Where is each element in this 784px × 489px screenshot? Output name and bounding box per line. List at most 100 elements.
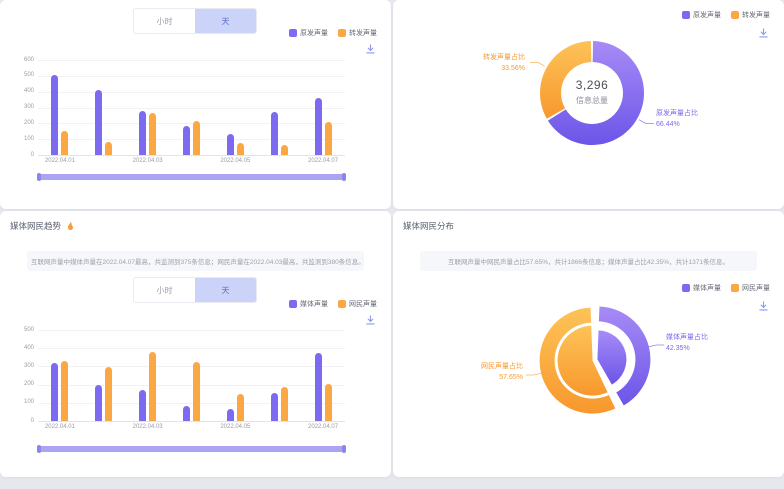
bar-转发声量[interactable] bbox=[193, 120, 200, 155]
bar-转发声量[interactable] bbox=[61, 131, 69, 155]
pie-inner-slice-媒体声量[interactable] bbox=[597, 330, 627, 385]
pie-chart-media-netizen[interactable] bbox=[393, 211, 784, 477]
legend-label: 原发声量 bbox=[693, 12, 721, 19]
bar-group-2022.04.02[interactable] bbox=[82, 330, 126, 421]
toggle-hour-button[interactable]: 小时 bbox=[134, 9, 195, 33]
gridline bbox=[38, 139, 345, 141]
legend-item-media[interactable]: 媒体声量 bbox=[289, 299, 328, 309]
bar-group-2022.04.07[interactable] bbox=[301, 60, 345, 155]
download-icon[interactable] bbox=[365, 42, 376, 54]
bar-group-2022.04.04[interactable] bbox=[170, 60, 214, 155]
y-axis-tick-label: 0 bbox=[30, 417, 34, 424]
bar-媒体声量[interactable] bbox=[270, 392, 278, 421]
legend-dot-orange-icon bbox=[731, 11, 739, 19]
legend-item-original[interactable]: 原发声量 bbox=[682, 10, 721, 20]
bar-group-2022.04.05[interactable] bbox=[213, 330, 257, 421]
datazoom-slider[interactable] bbox=[37, 173, 346, 181]
bar-group-2022.04.01[interactable] bbox=[38, 60, 82, 155]
bar-媒体声量[interactable] bbox=[51, 362, 59, 421]
legend-label: 网民声量 bbox=[742, 285, 770, 292]
bar-group-2022.04.04[interactable] bbox=[170, 330, 214, 421]
bar-原发声量[interactable] bbox=[314, 98, 322, 155]
pie-slice-网民声量[interactable] bbox=[539, 307, 616, 414]
download-icon[interactable] bbox=[758, 26, 769, 38]
legend-label: 网民声量 bbox=[349, 301, 377, 308]
download-icon[interactable] bbox=[758, 299, 769, 311]
legend-item-repost[interactable]: 转发声量 bbox=[338, 28, 377, 38]
y-axis-tick-label: 100 bbox=[23, 135, 34, 142]
pie-slice-转发声量[interactable] bbox=[540, 41, 592, 119]
bar-chart-media-netizen-trend[interactable]: 0 100 200 300 400 500 2022.04.01 2022.04.03 2022… bbox=[24, 327, 345, 430]
y-axis-tick-label: 100 bbox=[23, 399, 34, 406]
pie-slice-媒体声量[interactable] bbox=[598, 306, 651, 406]
bar-group-2022.04.07[interactable] bbox=[301, 330, 345, 421]
bar-网民声量[interactable] bbox=[193, 361, 200, 421]
pie-slice-原发声量[interactable] bbox=[547, 41, 644, 145]
bar-转发声量[interactable] bbox=[280, 144, 288, 155]
bar-group-2022.04.05[interactable] bbox=[213, 60, 257, 155]
legend-label: 转发声量 bbox=[349, 30, 377, 37]
gridline bbox=[38, 348, 345, 350]
bar-媒体声量[interactable] bbox=[139, 390, 147, 421]
pie-leader-line bbox=[530, 61, 546, 67]
bar-媒体声量[interactable] bbox=[226, 409, 234, 421]
download-icon[interactable] bbox=[365, 313, 376, 325]
bar-原发声量[interactable] bbox=[183, 125, 190, 155]
bar-group-2022.04.02[interactable] bbox=[82, 60, 126, 155]
bar-网民声量[interactable] bbox=[236, 393, 244, 421]
bar-网民声量[interactable] bbox=[105, 367, 113, 421]
datazoom-slider[interactable] bbox=[37, 445, 346, 453]
panel-title-text: 媒体网民趋势 bbox=[10, 221, 62, 231]
bar-网民声量[interactable] bbox=[149, 351, 157, 421]
bar-group-2022.04.06[interactable] bbox=[257, 60, 301, 155]
bar-媒体声量[interactable] bbox=[183, 406, 190, 421]
bar-原发声量[interactable] bbox=[51, 75, 59, 155]
x-axis-tick-label: 2022.04.05 bbox=[220, 158, 251, 164]
bar-转发声量[interactable] bbox=[149, 113, 157, 155]
pie-label-netizen-share: 网民声量占比 57.65% bbox=[481, 362, 523, 383]
legend-item-repost[interactable]: 转发声量 bbox=[731, 10, 770, 20]
bar-转发声量[interactable] bbox=[105, 141, 113, 155]
gridline bbox=[38, 330, 345, 331]
bar-group-2022.04.06[interactable] bbox=[257, 330, 301, 421]
bar-转发声量[interactable] bbox=[324, 121, 332, 155]
bar-group-2022.04.01[interactable] bbox=[38, 330, 82, 421]
bar-网民声量[interactable] bbox=[324, 383, 332, 421]
gridline bbox=[38, 402, 345, 404]
toggle-day-button[interactable]: 天 bbox=[195, 278, 256, 302]
summary-text: 互联网声量中网民声量占比57.65%，共计1866条信息；媒体声量占比42.35… bbox=[420, 251, 757, 271]
y-axis-tick-label: 0 bbox=[30, 151, 34, 158]
pie-inner-slice-网民声量[interactable] bbox=[557, 325, 608, 396]
summary-text: 互联网声量中媒体声量在2022.04.07最高，共监测到375条信息；网民声量在… bbox=[27, 251, 364, 271]
panel-title: 媒体网民分布 bbox=[403, 220, 454, 232]
legend-item-netizen[interactable]: 网民声量 bbox=[338, 299, 377, 309]
pie-label-name: 网民声量占比 bbox=[481, 363, 523, 370]
bar-原发声量[interactable] bbox=[95, 90, 103, 155]
bar-group-2022.04.03[interactable] bbox=[126, 330, 170, 421]
y-axis-tick-label: 200 bbox=[23, 119, 34, 126]
gridline bbox=[38, 91, 345, 93]
panel-media-netizen-trend: 媒体网民趋势 互联网声量中媒体声量在2022.04.07最高，共监测到375条信… bbox=[0, 211, 391, 477]
pie-label-percent: 57.65% bbox=[499, 373, 523, 381]
bar-媒体声量[interactable] bbox=[314, 352, 322, 421]
bar-转发声量[interactable] bbox=[236, 143, 244, 155]
pie-leader-line bbox=[648, 344, 665, 348]
legend-item-original[interactable]: 原发声量 bbox=[289, 28, 328, 38]
toggle-hour-button[interactable]: 小时 bbox=[134, 278, 195, 302]
bar-网民声量[interactable] bbox=[280, 387, 288, 421]
gridline bbox=[38, 366, 345, 368]
bar-原发声量[interactable] bbox=[226, 134, 234, 155]
bar-网民声量[interactable] bbox=[61, 360, 69, 421]
pie-label-media-share: 媒体声量占比 42.35% bbox=[666, 333, 708, 354]
bar-原发声量[interactable] bbox=[270, 112, 278, 155]
bar-媒体声量[interactable] bbox=[95, 384, 103, 421]
legend-item-media[interactable]: 媒体声量 bbox=[682, 283, 721, 293]
legend-item-netizen[interactable]: 网民声量 bbox=[731, 283, 770, 293]
bar-group-2022.04.03[interactable] bbox=[126, 60, 170, 155]
bar-原发声量[interactable] bbox=[139, 110, 147, 155]
bar-chart-volume-trend[interactable]: 0 100 200 300 400 500 600 2022.04.01 2022.04.03 2… bbox=[24, 57, 345, 164]
donut-chart-volume[interactable] bbox=[393, 0, 784, 209]
toggle-day-button[interactable]: 天 bbox=[195, 9, 256, 33]
legend-label: 转发声量 bbox=[742, 12, 770, 19]
x-axis-tick-label: 2022.04.03 bbox=[132, 424, 163, 430]
